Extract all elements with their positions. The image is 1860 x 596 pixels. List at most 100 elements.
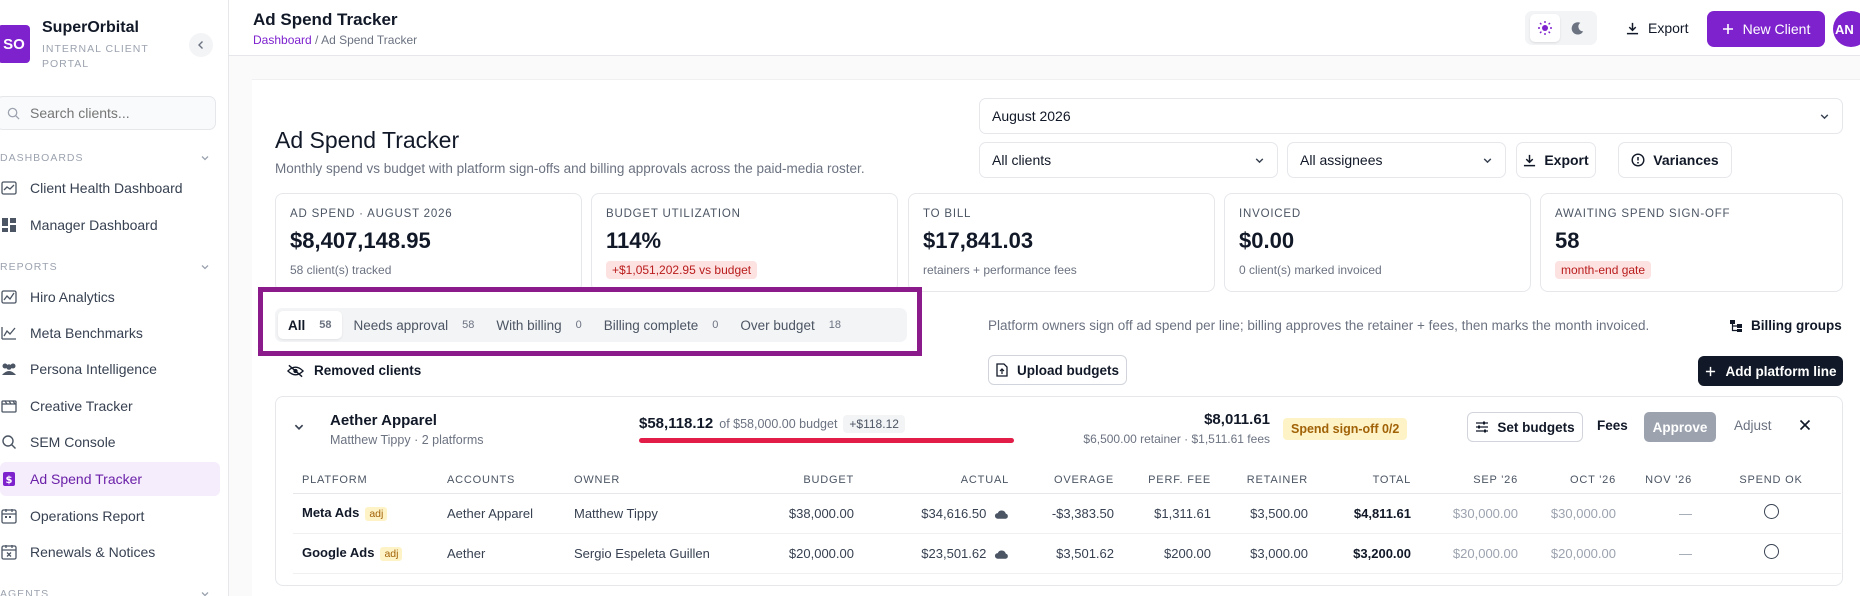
sidebar-item-client-health[interactable]: Client Health Dashboard	[0, 171, 220, 205]
month-select[interactable]: August 2026	[979, 98, 1843, 134]
highlight-box	[258, 287, 922, 356]
month-select-value: August 2026	[992, 108, 1071, 124]
col-header: ACTUAL	[863, 467, 1018, 494]
light-mode-button[interactable]	[1529, 14, 1560, 42]
cloud-icon	[994, 550, 1008, 559]
filter-tabs: All 58 Needs approval 58 With billing 0 Bil…	[275, 308, 907, 342]
section-subtitle: Monthly spend vs budget with platform si…	[275, 161, 865, 176]
section-label: AGENTS	[0, 588, 50, 596]
approve-button[interactable]: Approve	[1644, 412, 1716, 442]
section-dashboards[interactable]: DASHBOARDS	[0, 152, 210, 164]
cell-platform: Google Ads adj	[293, 533, 438, 574]
actual-value[interactable]: $34,616.50	[921, 505, 987, 521]
table-row: Google Ads adj Aether Sergio Espeleta Gui…	[293, 533, 1841, 574]
spend-ok-radio[interactable]	[1763, 504, 1779, 519]
kpi-budget-utilization: BUDGET UTILIZATION 114% +$1,051,202.95 v…	[591, 193, 898, 292]
platform-table: PLATFORM ACCOUNTS OWNER BUDGET ACTUAL OV…	[293, 467, 1841, 574]
client-meta: Matthew Tippy · 2 platforms	[330, 433, 484, 447]
sidebar-item-label: SEM Console	[30, 434, 116, 450]
add-platform-line-button[interactable]: Add platform line	[1698, 356, 1843, 386]
collapse-sidebar-button[interactable]	[189, 33, 213, 57]
search-input[interactable]	[30, 105, 200, 121]
col-header: BUDGET	[758, 467, 863, 494]
assignee-select[interactable]: All assignees	[1287, 142, 1506, 178]
section-reports[interactable]: REPORTS	[0, 261, 210, 273]
sidebar-item-renewals-notices[interactable]: Renewals & Notices	[0, 535, 220, 569]
billing-groups-button[interactable]: Billing groups	[1729, 318, 1842, 333]
topbar-export-button[interactable]: Export	[1618, 11, 1696, 45]
table-row: Meta Ads adj Aether Apparel Matthew Tippy…	[293, 493, 1841, 534]
col-header: RETAINER	[1220, 467, 1317, 494]
tab-all[interactable]: All 58	[278, 311, 342, 339]
fees-button[interactable]: Fees	[1597, 418, 1628, 433]
sidebar-item-label: Manager Dashboard	[30, 217, 158, 233]
sidebar-item-meta-benchmarks[interactable]: Meta Benchmarks	[0, 316, 220, 350]
cell-budget[interactable]: $38,000.00	[758, 493, 863, 534]
tab-label: Needs approval	[353, 317, 449, 333]
tab-billing-complete[interactable]: Billing complete 0	[594, 311, 729, 339]
cell-budget[interactable]: $20,000.00	[758, 533, 863, 574]
tab-with-billing[interactable]: With billing 0	[486, 311, 591, 339]
client-select[interactable]: All clients	[979, 142, 1278, 178]
sidebar-item-manager-dashboard[interactable]: Manager Dashboard	[0, 208, 220, 242]
kpi-label: AWAITING SPEND SIGN-OFF	[1555, 208, 1731, 220]
removed-clients-toggle[interactable]: Removed clients	[287, 363, 421, 378]
upload-budgets-button[interactable]: Upload budgets	[988, 355, 1127, 385]
users-icon	[0, 361, 18, 377]
adjust-button[interactable]: Adjust	[1734, 418, 1772, 433]
sidebar-item-label: Creative Tracker	[30, 398, 133, 414]
sidebar-item-creative-tracker[interactable]: Creative Tracker	[0, 389, 220, 423]
cell-spend-ok	[1701, 533, 1841, 574]
kpi-value: $0.00	[1239, 228, 1295, 253]
remove-client-button[interactable]	[1799, 418, 1811, 436]
kpi-label: INVOICED	[1239, 208, 1301, 220]
topbar: Ad Spend Tracker Dashboard / Ad Spend Tr…	[229, 0, 1860, 56]
analytics-icon	[0, 289, 18, 305]
kpi-awaiting-signoff: AWAITING SPEND SIGN-OFF 58 month-end gat…	[1540, 193, 1843, 292]
cell-nov: —	[1625, 493, 1701, 534]
cell-retainer: $3,500.00	[1220, 493, 1317, 534]
kpi-value: $17,841.03	[923, 228, 1034, 253]
sidebar-item-persona-intelligence[interactable]: Persona Intelligence	[0, 352, 220, 386]
tab-needs-approval[interactable]: Needs approval 58	[344, 311, 485, 339]
cell-spend-ok	[1701, 493, 1841, 534]
client-total: $8,011.61	[1204, 411, 1270, 428]
plus-icon	[1705, 366, 1715, 376]
cell-overage: -$3,383.50	[1018, 493, 1123, 534]
cell-perf-fee: $200.00	[1123, 533, 1220, 574]
export-button[interactable]: Export	[1516, 142, 1596, 178]
moon-icon	[1571, 21, 1584, 35]
tab-count: 0	[575, 319, 582, 331]
breadcrumb-link-dashboard[interactable]: Dashboard	[253, 33, 312, 47]
sidebar-item-sem-console[interactable]: SEM Console	[0, 425, 220, 459]
logo: SO	[0, 25, 30, 63]
theme-toggle[interactable]	[1525, 11, 1597, 45]
cell-owner: Matthew Tippy	[565, 493, 758, 534]
platform-name[interactable]: Meta Ads	[302, 505, 360, 520]
col-header: OWNER	[565, 467, 758, 494]
tab-over-budget[interactable]: Over budget 18	[730, 311, 851, 339]
col-header: PERF. FEE	[1123, 467, 1220, 494]
sidebar-item-label: Persona Intelligence	[30, 361, 157, 377]
variances-button[interactable]: Variances	[1618, 142, 1732, 178]
expand-toggle[interactable]	[293, 420, 305, 438]
tab-label: Over budget	[740, 317, 815, 333]
kpi-value: 58	[1555, 228, 1580, 253]
platform-name[interactable]: Google Ads	[302, 545, 375, 560]
dark-mode-button[interactable]	[1563, 14, 1593, 42]
new-client-button[interactable]: New Client	[1707, 11, 1825, 47]
sidebar-item-label: Renewals & Notices	[30, 544, 156, 560]
sidebar-item-hiro-analytics[interactable]: Hiro Analytics	[0, 280, 220, 314]
sidebar-item-operations-report[interactable]: Operations Report	[0, 499, 220, 533]
search-clients[interactable]	[0, 96, 216, 130]
sidebar-item-ad-spend-tracker[interactable]: $ Ad Spend Tracker	[0, 462, 220, 496]
client-name[interactable]: Aether Apparel	[330, 412, 437, 429]
spend-ok-radio[interactable]	[1763, 544, 1779, 559]
actual-value[interactable]: $23,501.62	[921, 545, 987, 561]
set-budgets-button[interactable]: Set budgets	[1467, 412, 1583, 442]
info-text: Platform owners sign off ad spend per li…	[988, 318, 1650, 333]
cell-platform: Meta Ads adj	[293, 493, 438, 534]
breadcrumb-current: Ad Spend Tracker	[321, 33, 418, 47]
avatar[interactable]: AN	[1833, 11, 1860, 47]
section-agents[interactable]: AGENTS	[0, 588, 210, 596]
